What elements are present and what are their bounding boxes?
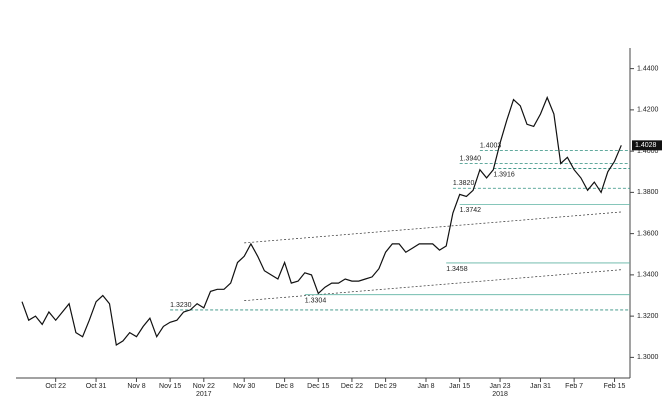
x-tick-label: Nov 22 xyxy=(193,383,215,390)
level-label: 1.3458 xyxy=(446,266,468,273)
price-line xyxy=(21,95,622,346)
y-tick-label: 1.3400 xyxy=(637,272,659,279)
y-tick-label: 1.4000 xyxy=(637,148,659,155)
x-tick-label: Nov 8 xyxy=(127,383,145,390)
y-tick-label: 1.4200 xyxy=(637,107,659,114)
y-tick-label: 1.3600 xyxy=(637,230,659,237)
x-tick-label: Dec 8 xyxy=(275,383,293,390)
x-tick-label: Jan 8 xyxy=(417,383,434,390)
x-tick-label: Dec 29 xyxy=(375,383,397,390)
x-tick-label: Oct 31 xyxy=(86,383,107,390)
trend-line xyxy=(244,269,622,302)
x-tick-label: Nov 15 xyxy=(159,383,181,390)
year-label: 2018 xyxy=(492,391,508,398)
level-label: 1.4003 xyxy=(480,142,502,149)
x-tick-label: Dec 22 xyxy=(341,383,363,390)
level-label: 1.3230 xyxy=(170,302,192,309)
level-label: 1.3304 xyxy=(305,298,327,305)
last-value-label: 1.4028 xyxy=(635,142,657,149)
level-label: 1.3820 xyxy=(453,180,475,187)
level-label: 1.3742 xyxy=(460,207,482,214)
x-tick-label: Jan 15 xyxy=(449,383,470,390)
x-tick-label: Dec 15 xyxy=(307,383,329,390)
y-tick-label: 1.3800 xyxy=(637,189,659,196)
year-label: 2017 xyxy=(196,391,212,398)
level-label: 1.3916 xyxy=(493,171,515,178)
last-value-box xyxy=(632,140,662,151)
y-tick-label: 1.3200 xyxy=(637,313,659,320)
y-tick-label: 1.3000 xyxy=(637,354,659,361)
y-tick-label: 1.4400 xyxy=(637,65,659,72)
x-tick-label: Feb 15 xyxy=(604,383,626,390)
trend-line xyxy=(244,211,622,244)
x-tick-label: Nov 30 xyxy=(233,383,255,390)
level-label: 1.3940 xyxy=(460,155,482,162)
x-tick-label: Jan 23 xyxy=(490,383,511,390)
x-tick-label: Jan 31 xyxy=(530,383,551,390)
x-tick-label: Oct 22 xyxy=(45,383,66,390)
x-tick-label: Feb 7 xyxy=(565,383,583,390)
